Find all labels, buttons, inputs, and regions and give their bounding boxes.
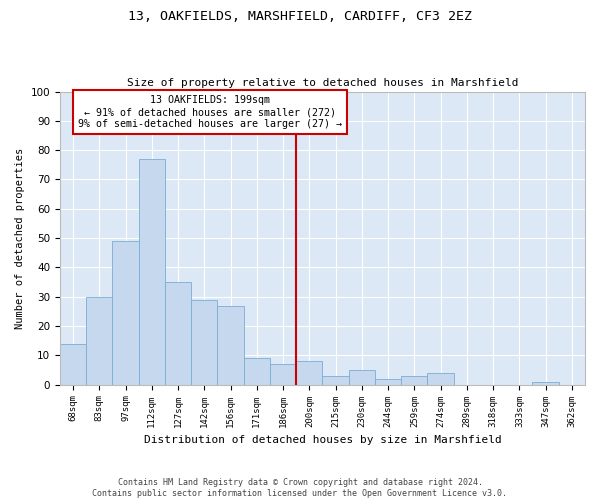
Text: 13, OAKFIELDS, MARSHFIELD, CARDIFF, CF3 2EZ: 13, OAKFIELDS, MARSHFIELD, CARDIFF, CF3 … bbox=[128, 10, 472, 23]
Bar bbox=[270, 364, 296, 384]
Bar bbox=[532, 382, 559, 384]
Text: 13 OAKFIELDS: 199sqm
← 91% of detached houses are smaller (272)
9% of semi-detac: 13 OAKFIELDS: 199sqm ← 91% of detached h… bbox=[77, 96, 341, 128]
Bar bbox=[401, 376, 427, 384]
Bar bbox=[112, 241, 139, 384]
Bar bbox=[139, 159, 165, 384]
Bar bbox=[375, 379, 401, 384]
Bar bbox=[165, 282, 191, 384]
Bar bbox=[244, 358, 270, 384]
Bar bbox=[296, 361, 322, 384]
Bar bbox=[427, 373, 454, 384]
Bar bbox=[322, 376, 349, 384]
Bar bbox=[191, 300, 217, 384]
Bar bbox=[60, 344, 86, 384]
Bar bbox=[217, 306, 244, 384]
Y-axis label: Number of detached properties: Number of detached properties bbox=[15, 148, 25, 329]
Title: Size of property relative to detached houses in Marshfield: Size of property relative to detached ho… bbox=[127, 78, 518, 88]
Bar bbox=[349, 370, 375, 384]
Text: Contains HM Land Registry data © Crown copyright and database right 2024.
Contai: Contains HM Land Registry data © Crown c… bbox=[92, 478, 508, 498]
Bar bbox=[86, 297, 112, 384]
X-axis label: Distribution of detached houses by size in Marshfield: Distribution of detached houses by size … bbox=[143, 435, 502, 445]
